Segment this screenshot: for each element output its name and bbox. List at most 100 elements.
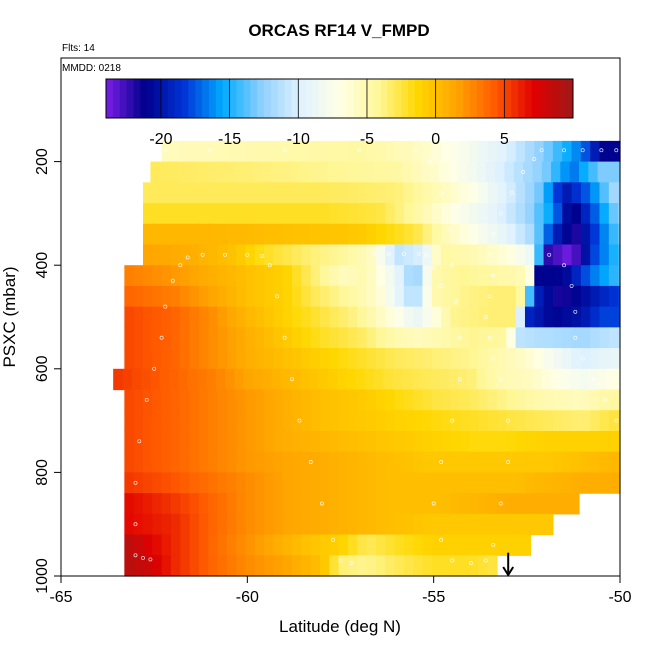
- heatmap-cell: [403, 182, 414, 204]
- heatmap-cell: [590, 244, 601, 266]
- colorbar-swatch: [222, 79, 231, 118]
- heatmap-cell: [189, 389, 200, 411]
- heatmap-cell: [347, 430, 358, 453]
- heatmap-cell: [441, 306, 452, 328]
- heatmap-cell: [161, 555, 172, 577]
- heatmap-cell: [487, 451, 498, 473]
- heatmap-cell: [198, 348, 209, 370]
- heatmap-cell: [310, 534, 321, 556]
- heatmap-cell: [571, 348, 582, 370]
- heatmap-cell: [208, 306, 219, 328]
- heatmap-cell: [180, 182, 191, 204]
- heatmap-cell: [506, 534, 517, 556]
- heatmap-cell: [217, 182, 228, 204]
- colorbar-swatch: [332, 79, 340, 118]
- heatmap-cell: [515, 306, 526, 328]
- heatmap-cell: [450, 182, 461, 204]
- heatmap-cell: [543, 348, 554, 370]
- heatmap-cell: [534, 140, 545, 163]
- heatmap-cell: [469, 410, 479, 432]
- heatmap-cell: [329, 430, 340, 453]
- heatmap-cell: [310, 389, 321, 411]
- heatmap-cell: [273, 348, 284, 370]
- heatmap-cell: [161, 451, 172, 473]
- heatmap-cell: [552, 306, 563, 328]
- heatmap-cell: [524, 327, 535, 349]
- heatmap-cell: [562, 265, 573, 287]
- heatmap-cell: [571, 389, 582, 411]
- heatmap-cell: [124, 430, 135, 453]
- heatmap-cell: [170, 327, 181, 349]
- heatmap-cell: [152, 534, 163, 556]
- heatmap-cell: [448, 161, 459, 183]
- heatmap-cell: [226, 472, 237, 494]
- heatmap-cell: [459, 513, 470, 536]
- heatmap-cell: [385, 306, 396, 328]
- heatmap-cell: [459, 493, 470, 515]
- heatmap-cell: [413, 285, 424, 308]
- track-point: [416, 251, 421, 256]
- heatmap-cell: [236, 472, 247, 494]
- heatmap-cell: [292, 534, 302, 556]
- track-point: [457, 335, 462, 340]
- heatmap-cell: [318, 161, 329, 183]
- heatmap-cell: [355, 368, 366, 391]
- heatmap-cell: [487, 513, 498, 536]
- heatmap-cell: [403, 285, 414, 308]
- heatmap-cell: [198, 389, 209, 411]
- heatmap-cell: [459, 140, 470, 163]
- heatmap-cell: [271, 161, 282, 183]
- heatmap-cell: [338, 244, 349, 266]
- heatmap-cell: [245, 472, 256, 494]
- heatmap-cell: [282, 348, 293, 370]
- heatmap-cell: [217, 513, 228, 536]
- heatmap-cell: [357, 265, 368, 287]
- heatmap-cell: [245, 223, 256, 246]
- heatmap-cell: [515, 513, 526, 536]
- heatmap-cell: [543, 140, 554, 163]
- heatmap-cell: [282, 203, 293, 225]
- track-point: [491, 542, 496, 547]
- heatmap-cell: [208, 389, 219, 411]
- heatmap-cell: [543, 182, 554, 204]
- heatmap-cell: [198, 430, 209, 453]
- heatmap-cell: [403, 306, 414, 328]
- heatmap-cell: [161, 244, 172, 266]
- heatmap-cell: [469, 493, 479, 515]
- heatmap-cell: [394, 265, 405, 287]
- track-point: [468, 561, 473, 565]
- heatmap-cell: [450, 451, 461, 473]
- heatmap-cell: [299, 161, 310, 183]
- heatmap-cell: [580, 472, 591, 494]
- heatmap-cell: [618, 389, 621, 411]
- heatmap-cell: [189, 410, 200, 432]
- heatmap-cell: [152, 451, 163, 473]
- colorbar-swatch: [215, 79, 224, 118]
- heatmap-cell: [459, 265, 470, 287]
- heatmap-cell: [124, 348, 135, 370]
- heatmap-cell: [320, 389, 330, 411]
- heatmap-cell: [226, 348, 237, 370]
- heatmap-cell: [515, 285, 526, 308]
- heatmap-cell: [236, 555, 247, 577]
- heatmap-cell: [236, 140, 247, 163]
- heatmap-cell: [487, 244, 498, 266]
- heatmap-cell: [487, 265, 498, 287]
- heatmap-cell: [338, 472, 349, 494]
- heatmap-cell: [142, 182, 153, 204]
- heatmap-cell: [124, 451, 135, 473]
- heatmap-cell: [292, 472, 302, 494]
- heatmap-cell: [457, 368, 468, 391]
- heatmap-cell: [478, 410, 489, 432]
- heatmap-cell: [133, 472, 144, 494]
- heatmap-cell: [608, 451, 619, 473]
- heatmap-cell: [357, 555, 368, 577]
- heatmap-cell: [142, 348, 153, 370]
- heatmap-cell: [152, 285, 163, 308]
- heatmap-cell: [338, 203, 349, 225]
- heatmap-cell: [282, 265, 293, 287]
- heatmap-cell: [476, 161, 487, 183]
- colorbar-swatch: [504, 79, 512, 118]
- heatmap-cell: [366, 389, 377, 411]
- heatmap-cell: [189, 451, 200, 473]
